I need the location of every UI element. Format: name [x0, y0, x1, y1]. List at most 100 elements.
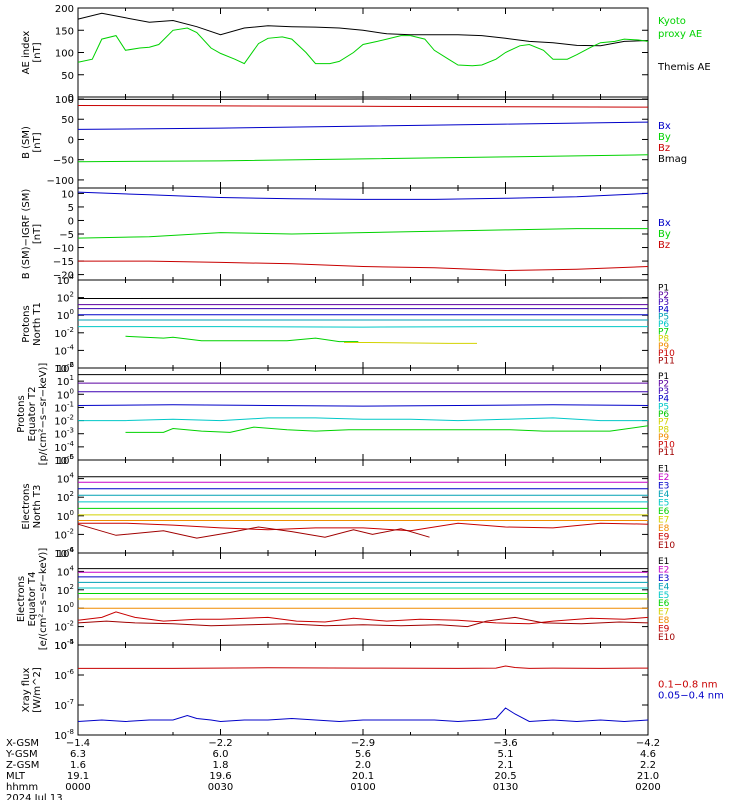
ephemeris-label: Z-GSM [6, 760, 39, 771]
legend-item: E6 [658, 599, 670, 609]
series-line [77, 154, 649, 163]
ephemeris-value: 0100 [350, 782, 375, 793]
ephemeris-value: 20.1 [352, 771, 374, 782]
series-line [78, 522, 649, 532]
y-axis-label: [p/(cm²−s−sr−keV)] [38, 363, 49, 466]
y-axis-label: Xray flux [21, 668, 32, 713]
ephemeris-value: −2.9 [351, 738, 375, 749]
y-tick-label: −10 [53, 244, 74, 255]
legend-item: P5 [658, 313, 669, 323]
legend-item: P1 [658, 284, 669, 294]
y-tick-label: −5 [59, 230, 74, 241]
y-tick-label: 101 [57, 374, 74, 388]
series-line [78, 417, 648, 422]
y-tick-label: 10-3 [54, 427, 74, 441]
legend-item: P8 [658, 335, 669, 345]
legend-item: P11 [658, 448, 675, 458]
y-tick-label: 104 [57, 273, 75, 287]
ephemeris-value: 2.2 [640, 760, 656, 771]
legend-item: Bz [658, 240, 670, 251]
y-tick-label: 10-2 [54, 414, 74, 428]
ephemeris-value: 0200 [635, 782, 660, 793]
y-tick-label: 104 [57, 472, 75, 486]
legend-item: P7 [658, 418, 669, 428]
series-line [77, 707, 649, 723]
ephemeris-label: Y-GSM [5, 749, 38, 760]
series-line [77, 611, 649, 625]
legend-item: P5 [658, 402, 669, 412]
y-tick-label: 10-2 [54, 620, 74, 634]
legend-item: E10 [658, 541, 675, 551]
y-tick-label: 50 [61, 115, 74, 126]
legend-item: P2 [658, 291, 669, 301]
ephemeris-value: 19.1 [67, 771, 89, 782]
y-tick-label: −50 [53, 156, 74, 167]
legend-item: E2 [658, 566, 669, 576]
legend-item: P9 [658, 433, 669, 443]
series-line [77, 191, 649, 200]
y-tick-label: 10 [61, 189, 74, 200]
legend-item: E7 [658, 515, 669, 525]
legend-item: P3 [658, 298, 669, 308]
legend-item: E5 [658, 498, 669, 508]
series-line [77, 297, 649, 299]
ephemeris-value: 21.0 [637, 771, 659, 782]
y-tick-label: 100 [55, 95, 74, 106]
legend-item: Themis AE [657, 62, 711, 73]
series-line [77, 404, 649, 407]
legend-item: P6 [658, 320, 669, 330]
y-axis-label: Electrons [21, 483, 32, 529]
panel-frame [77, 459, 649, 554]
y-axis-label: Equator T2 [27, 387, 38, 442]
date-label: 2024 Jul 13 [6, 793, 63, 800]
y-tick-label: 102 [57, 361, 74, 375]
ephemeris-value: 6.3 [70, 749, 86, 760]
y-tick-label: 0 [68, 216, 74, 227]
legend-item: 0.1−0.8 nm [658, 680, 717, 691]
ephemeris-value: 0000 [65, 782, 90, 793]
legend-item: P8 [658, 425, 669, 435]
legend-item: E4 [658, 490, 670, 500]
legend-item: E4 [658, 582, 670, 592]
panel-frame [77, 96, 649, 189]
legend-item: P4 [658, 395, 669, 405]
ephemeris-value: 1.8 [213, 760, 229, 771]
series-line [77, 105, 649, 108]
legend-item: E3 [658, 574, 669, 584]
series-line [344, 342, 477, 344]
y-axis-label: B (SM)−IGRF (SM) [21, 189, 32, 280]
series-line [77, 228, 648, 239]
ephemeris-value: −4.2 [636, 738, 660, 749]
legend-item: By [658, 132, 671, 143]
y-tick-label: −15 [53, 257, 74, 268]
y-tick-label: 106 [57, 546, 75, 560]
ephemeris-value: −3.6 [493, 738, 517, 749]
y-axis-label: [nT] [32, 224, 43, 244]
legend-item: proxy AE [658, 29, 702, 40]
legend-item: E7 [658, 608, 669, 618]
panel-frame [77, 279, 649, 369]
y-tick-label: 10-2 [54, 326, 74, 340]
ephemeris-value: 5.1 [498, 749, 514, 760]
y-tick-label: 10-8 [54, 728, 74, 742]
ephemeris-value: 2.1 [498, 760, 514, 771]
ephemeris-label: X-GSM [6, 738, 39, 749]
y-axis-label: [nT] [32, 132, 43, 152]
y-axis-label: [W/m^2] [32, 667, 43, 713]
ephemeris-value: 1.6 [70, 760, 86, 771]
ephemeris-value: 0030 [208, 782, 233, 793]
y-tick-label: 10-6 [54, 361, 74, 375]
legend-item: E9 [658, 532, 670, 542]
y-axis-label: Equator T4 [27, 572, 38, 627]
y-tick-label: 10-5 [54, 453, 74, 467]
y-axis-label: North T1 [32, 302, 43, 346]
y-tick-label: 10-5 [54, 638, 74, 652]
y-axis-label: North T3 [32, 485, 43, 529]
ephemeris-value: −1.4 [66, 738, 90, 749]
ephemeris-label: MLT [6, 771, 26, 782]
legend-item: P1 [658, 372, 669, 382]
series-line [78, 260, 649, 272]
ephemeris-value: 19.6 [209, 771, 231, 782]
series-line [78, 665, 649, 669]
